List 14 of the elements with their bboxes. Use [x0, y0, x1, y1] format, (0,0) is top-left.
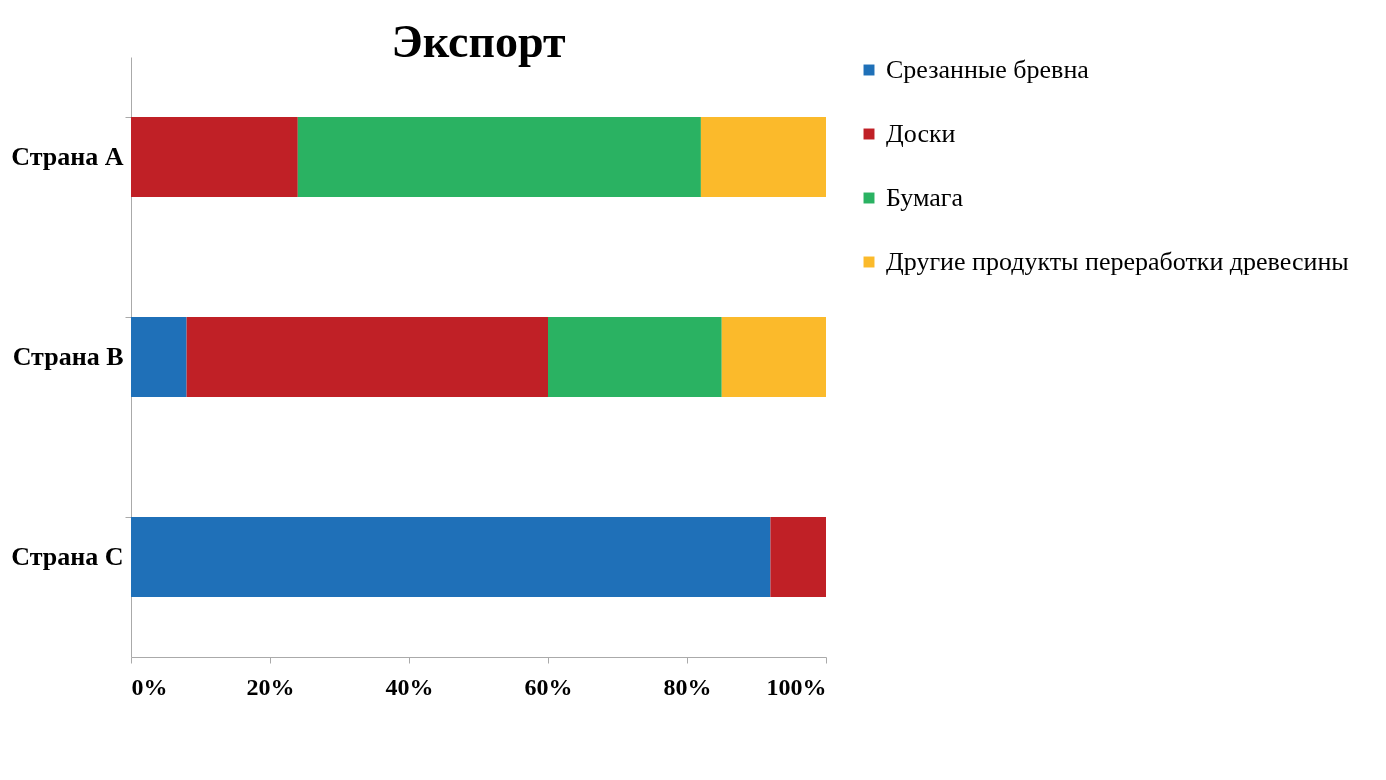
- chart-title: Экспорт: [391, 16, 566, 67]
- y-tick-label: Страна A: [11, 142, 124, 171]
- x-tick-label: 80%: [663, 673, 712, 700]
- x-tick-label: 20%: [246, 673, 295, 700]
- x-tick-label: 100%: [766, 673, 827, 700]
- x-tick-label: 0%: [131, 673, 168, 700]
- y-tick-label: Страна B: [12, 342, 124, 371]
- y-tick-label: Страна C: [11, 542, 124, 571]
- x-tick-label: 40%: [385, 673, 434, 700]
- legend-label: Срезанные бревна: [886, 55, 1090, 84]
- x-tick-label: 60%: [524, 673, 573, 700]
- legend-label: Доски: [886, 119, 956, 148]
- legend-label: Бумага: [886, 183, 964, 212]
- legend-label: Другие продукты переработки древесины: [886, 247, 1349, 276]
